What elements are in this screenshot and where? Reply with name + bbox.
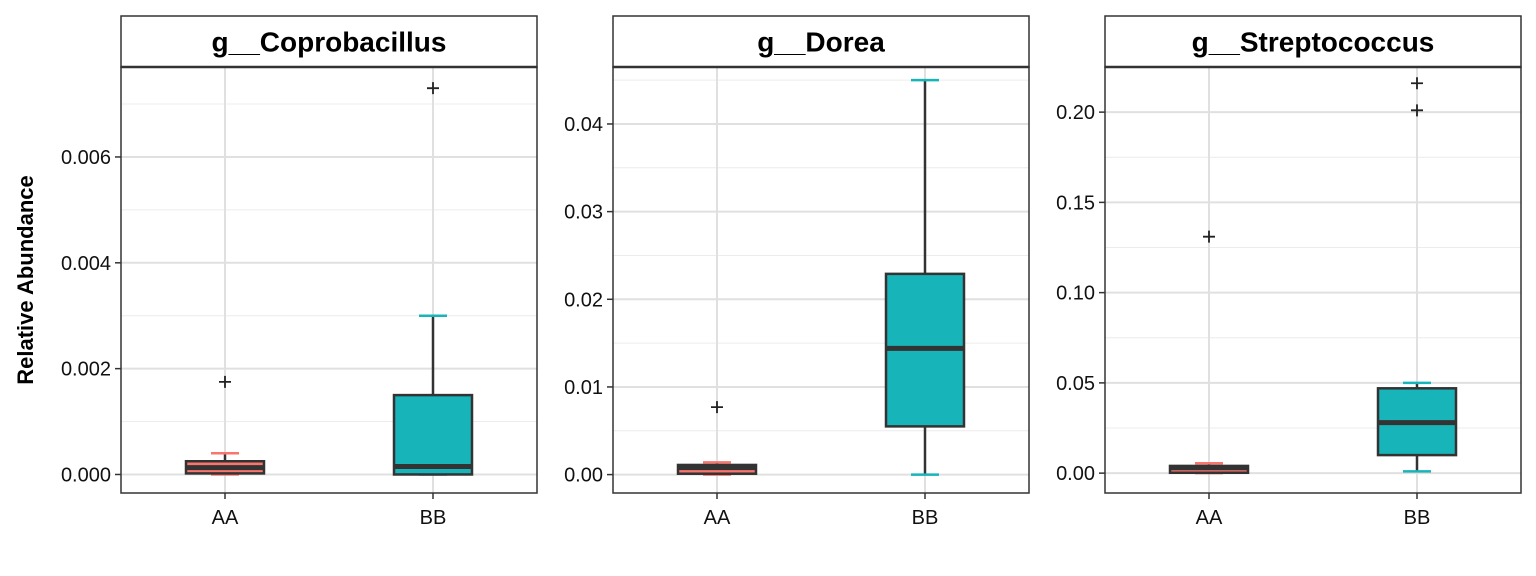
x-tick-label: AA	[1196, 507, 1223, 529]
outlier-point	[1203, 230, 1215, 243]
outlier-point	[1411, 77, 1423, 90]
y-tick-label: 0.006	[61, 147, 111, 169]
facet-panels: g__Coprobacillus 0.000 0.002 0.004 0.006 AA BB…	[61, 15, 1522, 529]
y-tick-label: 0.00	[1056, 463, 1095, 485]
panel-3: g__Streptococcus 0.00 0.05 0.10 0.15 0.20 AA BB	[1056, 15, 1522, 529]
plot-background	[121, 67, 537, 493]
y-tick-label: 0.00	[564, 465, 603, 487]
y-tick-label: 0.05	[1056, 373, 1095, 395]
outlier-point	[1411, 104, 1423, 117]
y-tick-label: 0.02	[564, 289, 603, 311]
y-tick-label: 0.04	[564, 114, 603, 136]
outlier-point	[427, 82, 439, 95]
y-tick-label: 0.10	[1056, 283, 1095, 305]
x-tick-label: AA	[704, 507, 731, 529]
facet-title: g__Streptococcus	[1192, 27, 1435, 58]
box-AA	[676, 401, 758, 476]
facet-strip	[612, 15, 1030, 68]
y-tick-label: 0.002	[61, 359, 111, 381]
x-tick-label: BB	[912, 507, 939, 529]
x-tick-label: BB	[420, 507, 447, 529]
facet-title: g__Coprobacillus	[212, 27, 447, 58]
y-axis-label: Relative Abundance	[13, 175, 38, 384]
facet-strip	[120, 15, 538, 68]
box-BB	[392, 82, 474, 476]
plot-background	[613, 67, 1029, 493]
plot-background	[1105, 67, 1521, 493]
panel-1: g__Coprobacillus 0.000 0.002 0.004 0.006 AA BB	[61, 15, 538, 529]
facet-title: g__Dorea	[757, 27, 885, 58]
x-tick-label: AA	[212, 507, 239, 529]
y-tick-label: 0.15	[1056, 192, 1095, 214]
y-tick-label: 0.000	[61, 464, 111, 486]
box-AA	[1168, 230, 1250, 475]
box-BB	[884, 78, 966, 476]
y-tick-label: 0.20	[1056, 102, 1095, 124]
y-tick-label: 0.03	[564, 202, 603, 224]
y-tick-label: 0.01	[564, 377, 603, 399]
outlier-point	[219, 375, 231, 388]
outlier-point	[711, 401, 723, 414]
box-BB	[1376, 77, 1458, 473]
facet-strip	[1104, 15, 1522, 68]
box-AA	[184, 375, 266, 476]
panel-2: g__Dorea 0.00 0.01 0.02 0.03 0.04 AA BB	[564, 15, 1030, 529]
y-tick-label: 0.004	[61, 253, 111, 275]
box-iqr	[392, 393, 474, 476]
x-tick-label: BB	[1404, 507, 1431, 529]
